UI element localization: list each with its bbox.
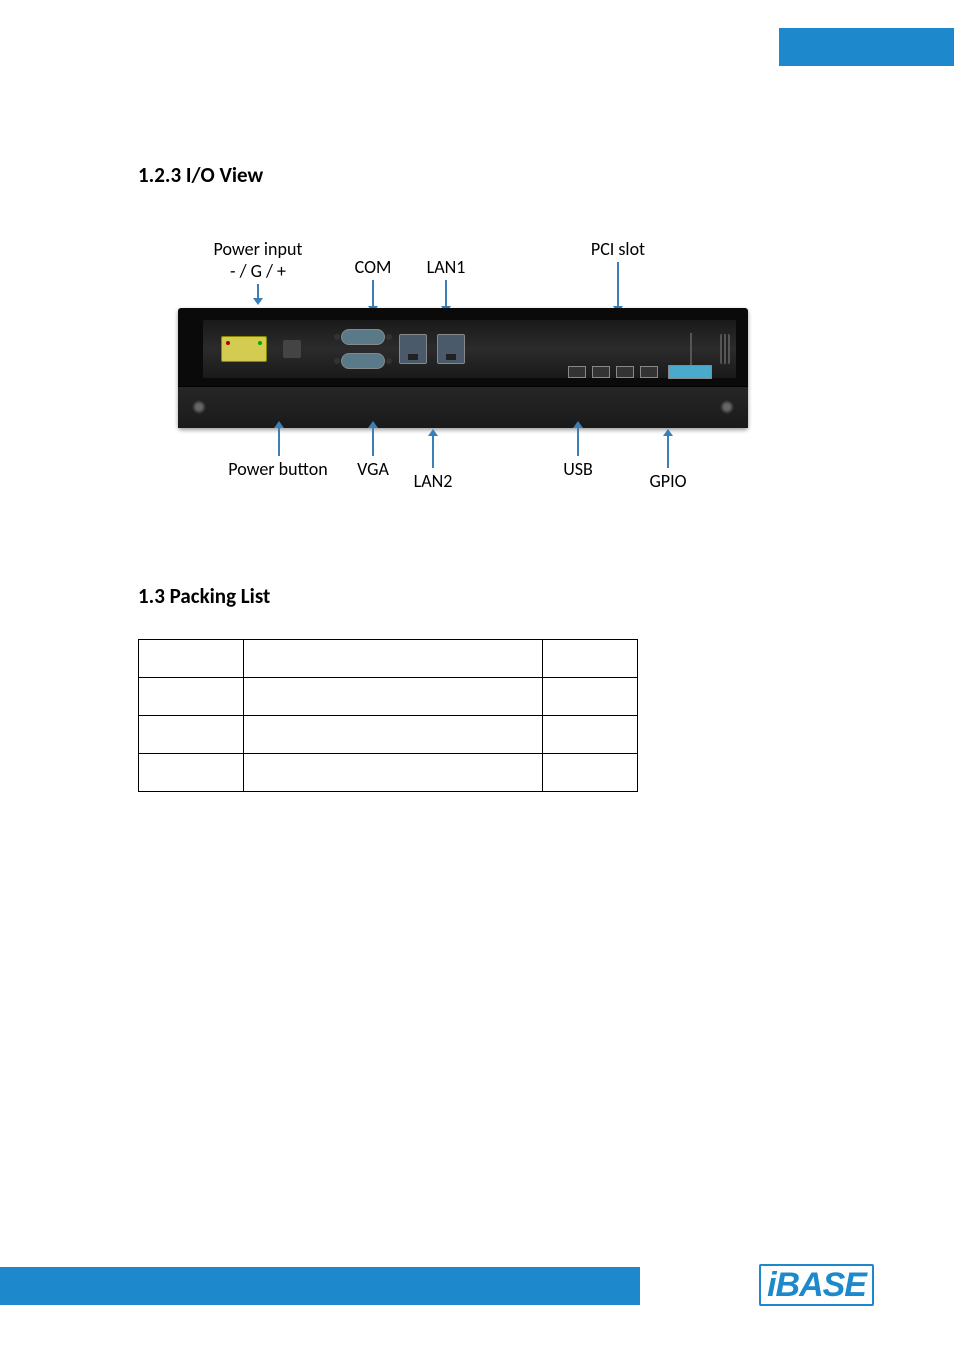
- table-cell: [139, 678, 244, 716]
- usb-gpio-row: [568, 365, 712, 379]
- label-com: COM: [343, 256, 403, 306]
- io-view-heading: 1.2.3 I/O View: [138, 162, 818, 188]
- device-illustration: [178, 308, 748, 428]
- table-cell: [139, 716, 244, 754]
- arrow-up-icon: [667, 436, 669, 468]
- arrow-down-icon: [445, 280, 447, 306]
- usb-port-icon: [616, 366, 634, 378]
- label-gpio: GPIO: [638, 436, 698, 492]
- arrow-up-icon: [278, 428, 280, 456]
- grip-icon: [720, 334, 730, 364]
- brand-logo: iBASE: [759, 1266, 874, 1305]
- bottom-labels-row: Power button VGA LAN2 USB GPIO: [178, 428, 748, 498]
- packing-list-heading: 1.3 Packing List: [138, 583, 818, 609]
- table-cell: [543, 716, 638, 754]
- table-cell: [243, 640, 542, 678]
- device-bottom-panel: [178, 386, 748, 428]
- label-vga: VGA: [348, 428, 398, 480]
- table-cell: [243, 754, 542, 792]
- arrow-up-icon: [432, 436, 434, 468]
- brand-logo-text: iBASE: [759, 1264, 874, 1306]
- label-power-input: Power input - / G / +: [198, 238, 318, 298]
- label-power-input-line1: Power input: [198, 238, 318, 260]
- table-cell: [139, 754, 244, 792]
- table-cell: [543, 640, 638, 678]
- table-row: [139, 678, 638, 716]
- vga-port-icon: [341, 353, 385, 369]
- lan1-port-icon: [399, 334, 427, 364]
- arrow-up-icon: [372, 428, 374, 456]
- power-connector-icon: [221, 336, 267, 362]
- label-lan1: LAN1: [416, 256, 476, 306]
- label-usb: USB: [553, 428, 603, 480]
- arrow-down-icon: [372, 280, 374, 306]
- top-accent-bar: [779, 28, 954, 66]
- screw-icon: [720, 400, 734, 414]
- pci-slot-icon: [690, 333, 692, 365]
- table-cell: [139, 640, 244, 678]
- label-pci-slot: PCI slot: [578, 238, 658, 306]
- arrow-up-icon: [577, 428, 579, 456]
- table-cell: [243, 716, 542, 754]
- footer-accent-bar: [0, 1267, 640, 1305]
- page-content: 1.2.3 I/O View Power input - / G / + COM…: [138, 162, 818, 792]
- com-port-icon: [341, 329, 385, 345]
- usb-port-icon: [640, 366, 658, 378]
- table-row: [139, 754, 638, 792]
- lan2-port-icon: [437, 334, 465, 364]
- label-lan2: LAN2: [403, 436, 463, 492]
- usb-port-icon: [592, 366, 610, 378]
- io-diagram: Power input - / G / + COM LAN1 PCI slot: [178, 238, 748, 498]
- table-cell: [543, 678, 638, 716]
- table-cell: [243, 678, 542, 716]
- screw-icon: [192, 400, 206, 414]
- arrow-down-icon: [257, 284, 259, 298]
- table-cell: [543, 754, 638, 792]
- arrow-down-icon: [617, 262, 619, 306]
- usb-port-icon: [568, 366, 586, 378]
- gpio-port-icon: [668, 365, 712, 379]
- table-row: [139, 640, 638, 678]
- com-ports: [341, 329, 385, 369]
- label-power-button: Power button: [208, 428, 348, 480]
- top-labels-row: Power input - / G / + COM LAN1 PCI slot: [178, 238, 748, 308]
- label-power-input-line2: - / G / +: [198, 260, 318, 282]
- device-port-strip: [203, 320, 736, 378]
- table-row: [139, 716, 638, 754]
- power-button-icon: [283, 340, 301, 358]
- packing-list-table: [138, 639, 638, 792]
